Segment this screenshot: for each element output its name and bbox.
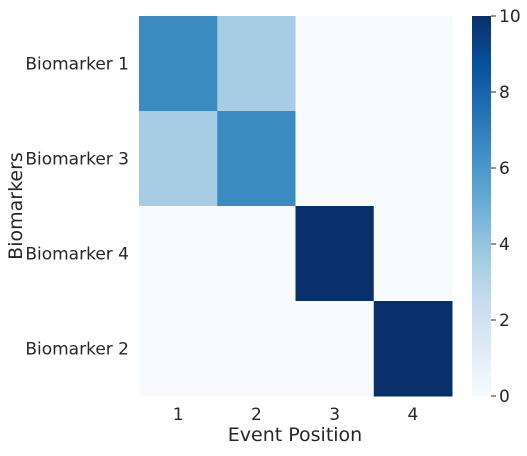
y-axis-label: Biomarkers	[5, 152, 27, 260]
y-tick-label: Biomarker 1	[25, 55, 129, 75]
heatmap-cell	[217, 206, 296, 302]
x-tick-label: 2	[251, 405, 262, 425]
heatmap-cell	[295, 206, 375, 302]
colorbar-tick-label: 10	[499, 7, 521, 27]
heatmap-cell	[217, 111, 296, 207]
heatmap-cell	[373, 16, 453, 112]
x-tick-label: 4	[407, 405, 418, 425]
x-tick-labels: 1 2 3 4	[173, 405, 419, 425]
heatmap-cell	[139, 16, 218, 112]
heatmap-cell	[217, 301, 296, 397]
heatmap-cell	[295, 301, 375, 397]
colorbar-tick-label: 4	[499, 235, 510, 255]
colorbar	[472, 16, 491, 396]
heatmap-cell	[139, 111, 218, 207]
y-tick-label: Biomarker 4	[25, 245, 129, 265]
colorbar-tick-label: 0	[499, 387, 510, 407]
y-tick-labels: Biomarker 1 Biomarker 3 Biomarker 4 Biomark…	[25, 55, 129, 360]
y-tick-label: Biomarker 3	[25, 150, 129, 170]
y-tick-label: Biomarker 2	[25, 340, 129, 360]
heatmap-cell	[295, 16, 375, 112]
x-tick-label: 3	[329, 405, 340, 425]
heatmap-cells	[139, 16, 453, 397]
heatmap-cell	[373, 301, 453, 397]
heatmap-cell	[139, 301, 218, 397]
colorbar-tick-label: 2	[499, 311, 510, 331]
x-axis-label: Event Position	[228, 424, 362, 446]
heatmap-cell	[217, 16, 296, 112]
heatmap-cell	[295, 111, 375, 207]
colorbar-tick-label: 8	[499, 83, 510, 103]
heatmap-cell	[139, 206, 218, 302]
heatmap-cell	[373, 111, 453, 207]
heatmap-cell	[373, 206, 453, 302]
colorbar-tick-label: 6	[499, 159, 510, 179]
colorbar-ticks: 0 2 4 6 8 10	[491, 7, 521, 407]
x-tick-label: 1	[173, 405, 184, 425]
